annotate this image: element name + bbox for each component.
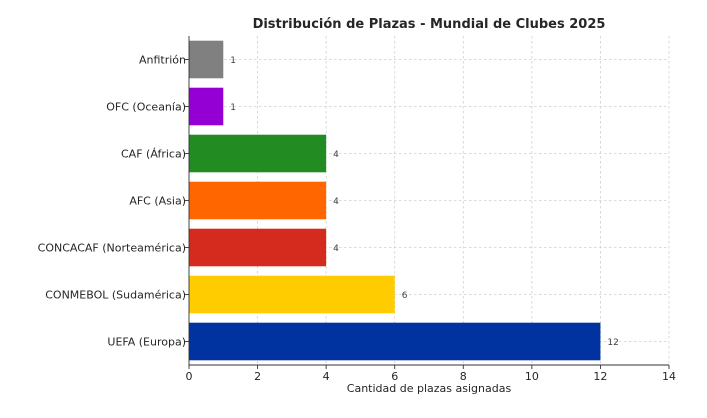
- bar: [189, 181, 327, 220]
- bar: [189, 228, 327, 267]
- category-label: CONCACAF (Norteamérica): [38, 242, 186, 255]
- bar-value-label: 4: [333, 150, 339, 160]
- x-tick-label: 8: [460, 370, 467, 383]
- bar: [189, 275, 395, 314]
- x-tick-label: 12: [593, 370, 607, 383]
- bar: [189, 87, 224, 126]
- bar-value-label: 4: [333, 197, 339, 207]
- x-tick-label: 14: [662, 370, 676, 383]
- bar: [189, 134, 327, 173]
- bar: [189, 322, 601, 361]
- category-label: OFC (Oceanía): [106, 101, 186, 114]
- category-label: UEFA (Europa): [107, 336, 186, 349]
- bar-value-label: 4: [333, 244, 339, 254]
- category-label: CONMEBOL (Sudamérica): [45, 289, 186, 302]
- chart-title: Distribución de Plazas - Mundial de Club…: [253, 17, 606, 32]
- x-axis-label: Cantidad de plazas asignadas: [347, 382, 512, 395]
- bar-value-label: 1: [230, 103, 236, 113]
- bar-value-label: 12: [607, 338, 618, 348]
- x-tick-label: 4: [323, 370, 330, 383]
- x-tick-label: 2: [254, 370, 261, 383]
- category-label: CAF (África): [121, 148, 186, 161]
- category-label: AFC (Asia): [129, 195, 186, 208]
- category-label: Anfitrión: [139, 54, 186, 67]
- x-tick-label: 0: [186, 370, 193, 383]
- bar-value-label: 6: [402, 291, 408, 301]
- bar: [189, 40, 224, 79]
- bar-value-label: 1: [230, 56, 236, 66]
- x-tick-label: 10: [525, 370, 539, 383]
- bars: 12 6 4 4 4 1 1: [189, 40, 619, 361]
- x-tick-label: 6: [391, 370, 398, 383]
